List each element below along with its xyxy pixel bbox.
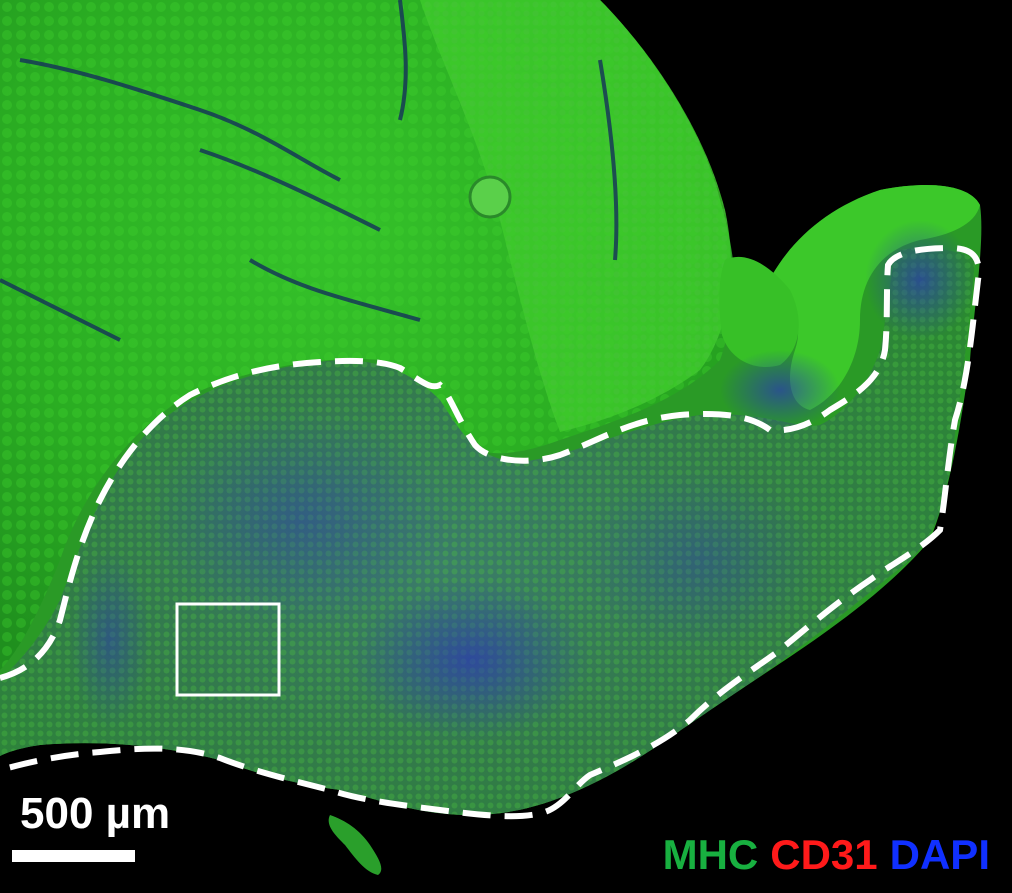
injury-boundary-upper — [0, 244, 982, 820]
inset-box — [175, 602, 281, 697]
legend-mhc: MHC — [662, 831, 759, 878]
legend-dapi: DAPI — [889, 831, 990, 878]
scale-bar — [12, 850, 135, 862]
stain-legend: MHC CD31 DAPI — [663, 834, 990, 876]
legend-cd31: CD31 — [770, 831, 878, 878]
scale-bar-label: 500 µm — [20, 789, 171, 838]
